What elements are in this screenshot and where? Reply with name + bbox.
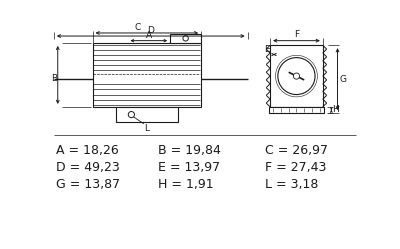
Text: F: F xyxy=(294,30,299,39)
Text: D = 49,23: D = 49,23 xyxy=(56,161,120,174)
Bar xyxy=(116,107,178,122)
Text: B: B xyxy=(51,74,57,83)
Bar xyxy=(170,34,201,43)
Text: H = 1,91: H = 1,91 xyxy=(158,178,214,191)
Bar xyxy=(270,45,323,107)
Text: G: G xyxy=(339,75,346,84)
Text: F = 27,43: F = 27,43 xyxy=(266,161,327,174)
Text: E = 13,97: E = 13,97 xyxy=(158,161,221,174)
Text: A: A xyxy=(146,31,152,40)
Circle shape xyxy=(293,73,300,79)
Text: A = 18,26: A = 18,26 xyxy=(56,144,119,157)
Text: L = 3,18: L = 3,18 xyxy=(266,178,319,191)
Text: B = 19,84: B = 19,84 xyxy=(158,144,221,157)
Bar xyxy=(269,107,324,113)
Text: C = 26,97: C = 26,97 xyxy=(266,144,328,157)
Text: G = 13,87: G = 13,87 xyxy=(56,178,120,191)
Text: H: H xyxy=(332,106,339,115)
Text: D: D xyxy=(147,26,154,35)
Bar xyxy=(93,43,201,107)
Text: E: E xyxy=(264,45,269,54)
Text: L: L xyxy=(144,124,150,133)
Text: C: C xyxy=(134,23,141,32)
